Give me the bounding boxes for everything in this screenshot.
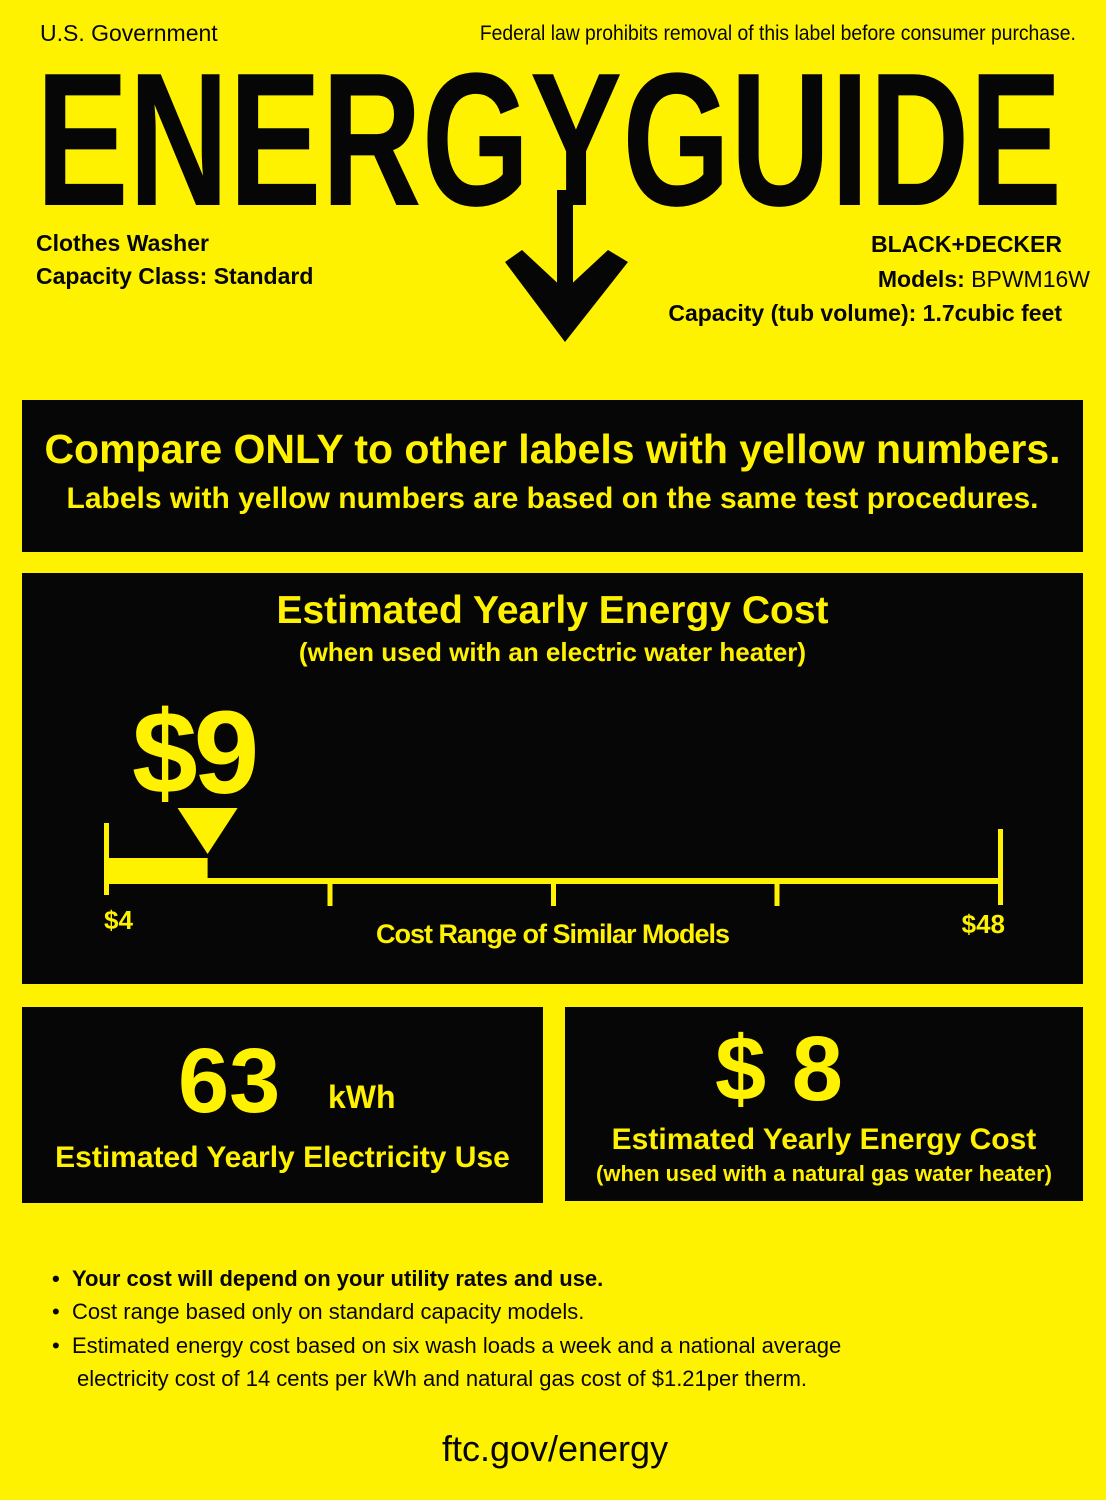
ftc-link[interactable]: ftc.gov/energy: [441, 1428, 669, 1469]
compare-line-2: Labels with yellow numbers are based on …: [66, 482, 1039, 515]
electricity-value: 63: [178, 1030, 281, 1132]
range-caption: Cost Range of Similar Models: [375, 919, 730, 949]
note-text: Cost range based only on standard capaci…: [71, 1299, 585, 1324]
capacity-label: Capacity (tub volume):: [668, 300, 917, 326]
scale-max-tick: [998, 829, 1003, 905]
range-max-label: $48: [961, 909, 1005, 939]
compare-panel: Compare ONLY to other labels with yellow…: [22, 400, 1083, 552]
model-number: BPWM16W: [971, 266, 1090, 292]
gas-cost-subtitle: (when used with a natural gas water heat…: [596, 1161, 1052, 1186]
scale-value-bar: [106, 858, 208, 884]
note-item: • Your cost will depend on your utility …: [52, 1266, 604, 1291]
electricity-unit: kWh: [328, 1079, 396, 1115]
gas-cost-value: $ 8: [715, 1018, 843, 1120]
brand: BLACK+DECKER: [870, 231, 1062, 257]
note-continuation: electricity cost of 14 cents per kWh and…: [77, 1366, 808, 1391]
issuer-text: U.S. Government: [40, 20, 218, 46]
cost-range-scale: [104, 808, 1003, 906]
arrow-down-icon: [505, 250, 628, 342]
yearly-cost-panel: Estimated Yearly Energy Cost (when used …: [22, 573, 1083, 984]
models-label: Models:: [877, 266, 965, 292]
value-marker-triangle-icon: [177, 808, 238, 854]
note-text: Estimated energy cost based on six wash …: [71, 1333, 842, 1358]
removal-notice: Federal law prohibits removal of this la…: [479, 22, 1076, 45]
range-min-label: $4: [104, 905, 133, 935]
note-text: Your cost will depend on your utility ra…: [71, 1266, 604, 1291]
scale-tick: [327, 880, 333, 906]
capacity-line: Capacity (tub volume): 1.7cubic feet: [668, 300, 1062, 327]
scale-tick: [774, 880, 780, 906]
models-line: Models: BPWM16W: [878, 266, 1090, 293]
arrow-shaft: [557, 190, 573, 290]
gas-cost-title: Estimated Yearly Energy Cost: [611, 1123, 1037, 1156]
cost-value: $9: [132, 687, 259, 819]
capacity-value: 1.7cubic feet: [922, 300, 1062, 326]
energyguide-logo: ENERGYGUIDE: [36, 34, 1062, 342]
compare-line-1: Compare ONLY to other labels with yellow…: [44, 426, 1061, 472]
cost-subtitle: (when used with an electric water heater…: [298, 637, 807, 667]
scale-tick: [551, 880, 556, 906]
electricity-panel: 63 kWh Estimated Yearly Electricity Use: [22, 1007, 543, 1203]
product-type: Clothes Washer: [36, 230, 209, 256]
electricity-label: Estimated Yearly Electricity Use: [55, 1141, 510, 1174]
logo-title: ENERGYGUIDE: [36, 34, 1062, 246]
gas-panel: $ 8 Estimated Yearly Energy Cost (when u…: [565, 1007, 1083, 1201]
note-item: • Cost range based only on standard capa…: [52, 1299, 585, 1324]
cost-title: Estimated Yearly Energy Cost: [276, 589, 829, 632]
capacity-class: Capacity Class: Standard: [36, 263, 314, 289]
note-item: • Estimated energy cost based on six was…: [52, 1333, 842, 1358]
